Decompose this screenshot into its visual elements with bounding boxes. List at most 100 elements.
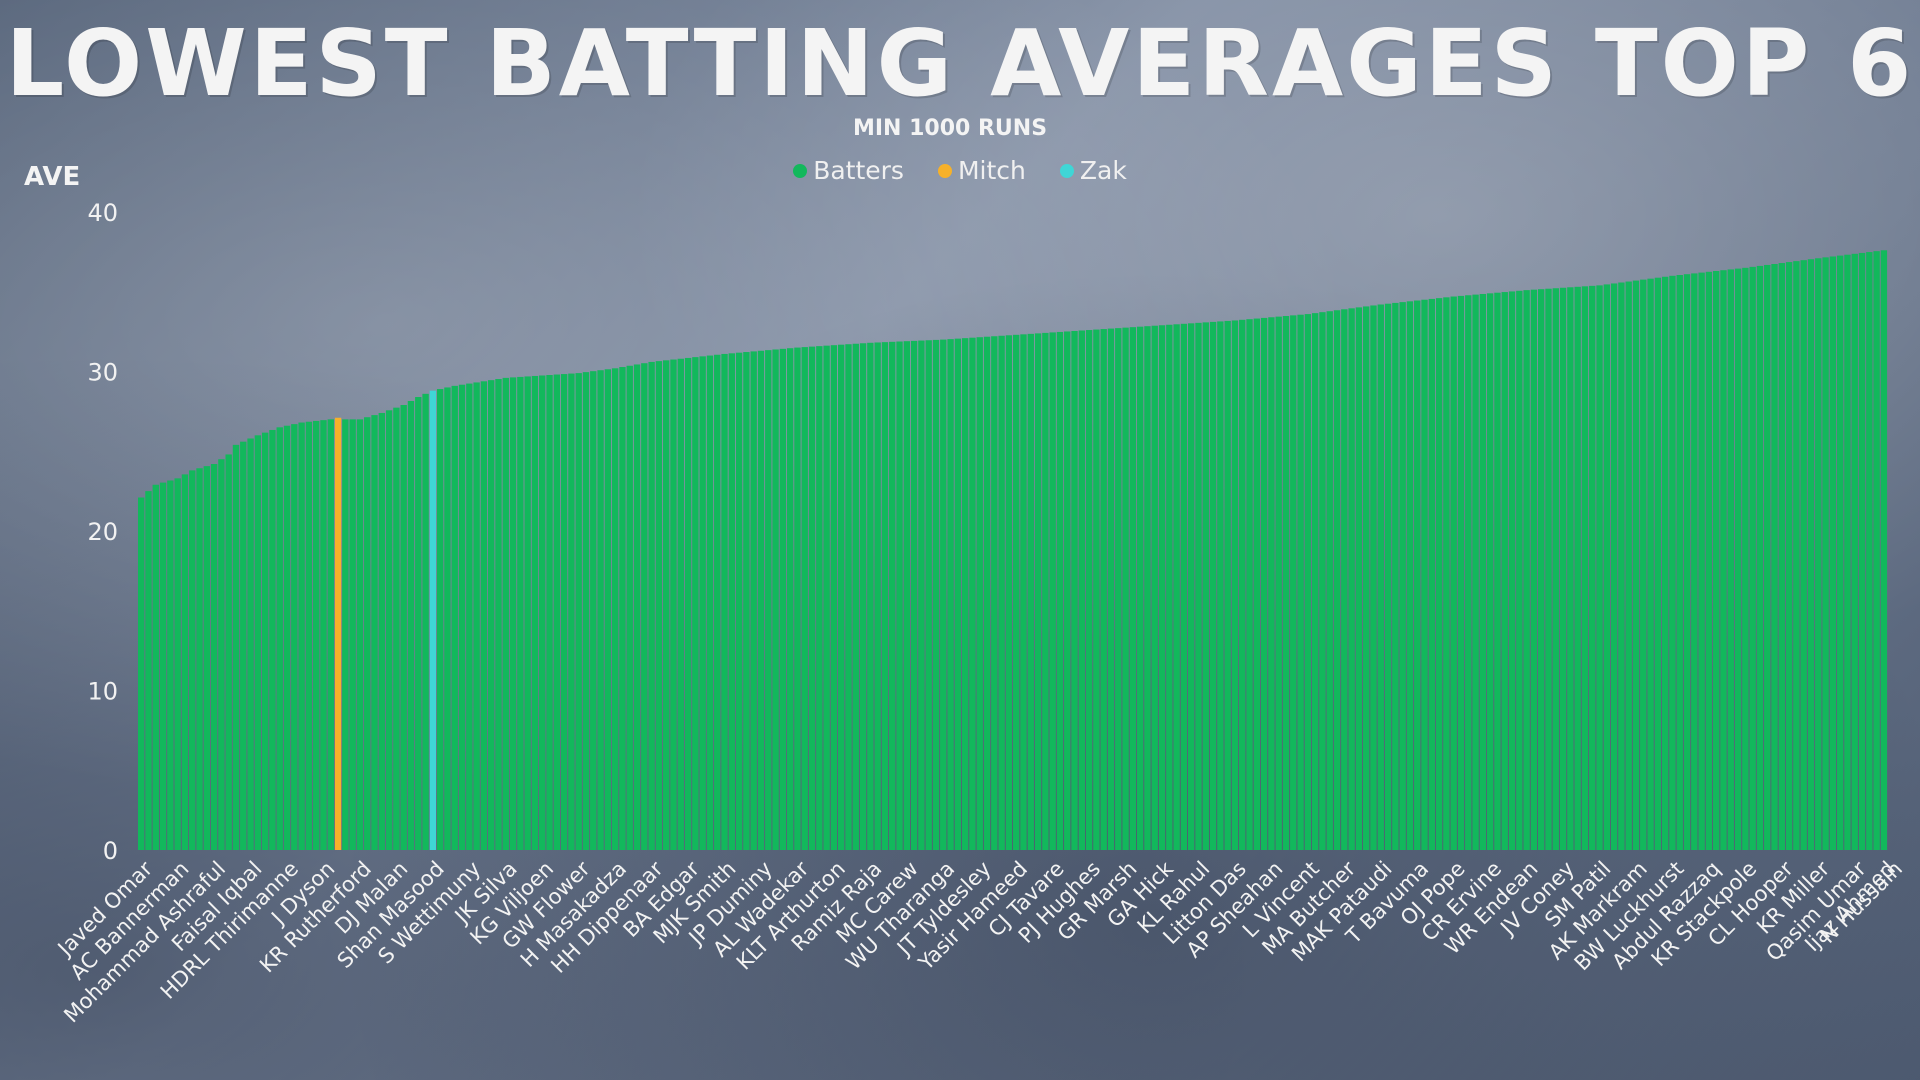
bar[interactable]	[1078, 330, 1086, 850]
bar[interactable]	[1319, 312, 1326, 850]
bar[interactable]	[553, 374, 561, 850]
bar[interactable]	[1275, 316, 1282, 850]
bar[interactable]	[473, 382, 480, 850]
bar[interactable]	[152, 484, 159, 850]
bar[interactable]	[1836, 255, 1844, 851]
bar[interactable]	[1435, 298, 1443, 850]
bar[interactable]	[903, 341, 911, 850]
bar[interactable]	[1574, 286, 1581, 850]
bar[interactable]	[1268, 317, 1275, 850]
bar[interactable]	[1239, 319, 1246, 850]
bar[interactable]	[1866, 252, 1873, 851]
bar[interactable]	[889, 341, 896, 850]
bar[interactable]	[225, 454, 232, 850]
bar[interactable]	[779, 348, 787, 850]
bar[interactable]	[356, 419, 364, 850]
bar[interactable]	[932, 339, 940, 850]
bar[interactable]	[735, 352, 743, 850]
bar[interactable]	[145, 491, 152, 851]
bar[interactable]	[1115, 328, 1122, 850]
bar[interactable]	[619, 367, 626, 850]
bar[interactable]	[1618, 282, 1625, 851]
bar[interactable]	[327, 419, 334, 850]
bar[interactable]	[531, 375, 539, 850]
bar[interactable]	[765, 350, 772, 850]
bar[interactable]	[692, 357, 699, 850]
bar[interactable]	[1596, 285, 1603, 850]
bar[interactable]	[1800, 260, 1807, 850]
bar[interactable]	[1501, 292, 1508, 850]
bar[interactable]	[991, 336, 998, 850]
bar[interactable]	[641, 363, 648, 850]
bar[interactable]	[684, 357, 692, 850]
bar[interactable]	[1880, 250, 1888, 850]
bar[interactable]	[1523, 290, 1530, 850]
bar[interactable]	[1202, 322, 1209, 850]
bar[interactable]	[1158, 325, 1166, 850]
bar[interactable]	[1793, 261, 1800, 850]
bar[interactable]	[1581, 286, 1589, 851]
bar[interactable]	[772, 349, 779, 850]
bar[interactable]	[422, 393, 429, 850]
bar[interactable]	[313, 420, 320, 850]
bar[interactable]	[721, 353, 728, 850]
bar[interactable]	[1807, 259, 1815, 851]
bar[interactable]	[1647, 278, 1654, 850]
bar[interactable]	[1100, 329, 1107, 850]
bar[interactable]	[1771, 264, 1778, 850]
bar[interactable]	[1020, 334, 1027, 851]
bar[interactable]	[517, 376, 524, 850]
bar[interactable]	[210, 464, 218, 850]
bar[interactable]	[342, 419, 349, 850]
bar[interactable]	[670, 359, 677, 850]
bar[interactable]	[1348, 308, 1355, 851]
bar[interactable]	[1056, 331, 1064, 850]
bar[interactable]	[524, 376, 531, 850]
bar[interactable]	[940, 339, 947, 850]
bar[interactable]	[1538, 289, 1545, 850]
bar[interactable]	[1705, 271, 1713, 850]
bar[interactable]	[480, 381, 488, 850]
bar[interactable]	[1508, 291, 1516, 850]
bar[interactable]	[1713, 271, 1720, 850]
bar[interactable]	[896, 341, 903, 850]
bar[interactable]	[1188, 323, 1195, 851]
bar[interactable]	[1049, 332, 1056, 850]
bar[interactable]	[509, 377, 517, 850]
bar[interactable]	[1406, 301, 1414, 850]
bar[interactable]	[743, 352, 750, 850]
bar[interactable]	[1421, 299, 1428, 851]
bar[interactable]	[1815, 258, 1822, 850]
bar[interactable]	[1166, 324, 1173, 850]
bar[interactable]	[611, 368, 619, 850]
bar[interactable]	[407, 401, 415, 850]
bar[interactable]	[1392, 302, 1399, 850]
bar[interactable]	[1341, 309, 1348, 850]
bar[interactable]	[1545, 288, 1552, 851]
bar[interactable]	[801, 347, 808, 850]
bar[interactable]	[1632, 280, 1640, 851]
bar[interactable]	[663, 360, 670, 850]
bar[interactable]	[1764, 264, 1771, 850]
bar[interactable]	[910, 340, 918, 850]
bar[interactable]	[283, 425, 291, 850]
bar[interactable]	[415, 397, 422, 850]
bar[interactable]	[794, 347, 801, 850]
bar[interactable]	[582, 372, 590, 850]
bar[interactable]	[1005, 335, 1013, 850]
bar[interactable]	[838, 344, 845, 850]
bar[interactable]	[947, 339, 954, 850]
bar[interactable]	[218, 459, 225, 850]
bar[interactable]	[1465, 295, 1472, 850]
bar[interactable]	[1486, 293, 1494, 851]
bar[interactable]	[385, 410, 393, 850]
bar[interactable]	[1589, 285, 1596, 851]
bar[interactable]	[1720, 270, 1727, 851]
bar[interactable]	[502, 377, 509, 850]
bar[interactable]	[1064, 331, 1071, 851]
bar[interactable]	[167, 480, 174, 850]
bar[interactable]	[261, 432, 269, 850]
bar[interactable]	[393, 407, 400, 850]
bar[interactable]	[1173, 324, 1180, 850]
bar[interactable]	[1603, 284, 1611, 850]
